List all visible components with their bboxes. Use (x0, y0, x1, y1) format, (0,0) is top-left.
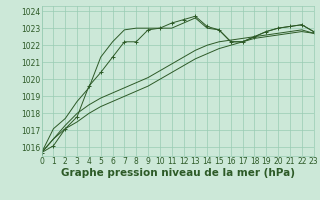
X-axis label: Graphe pression niveau de la mer (hPa): Graphe pression niveau de la mer (hPa) (60, 168, 295, 178)
